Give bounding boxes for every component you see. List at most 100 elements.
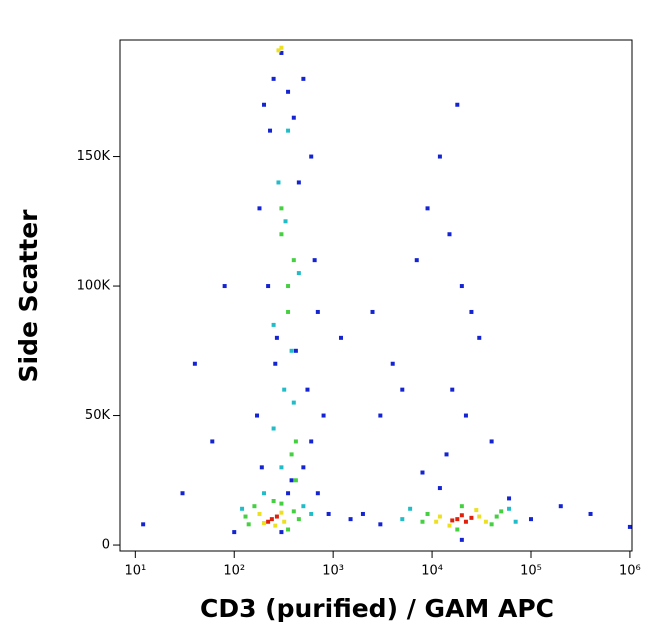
data-point — [507, 506, 512, 511]
x-tick-label: 10⁵ — [520, 564, 542, 579]
data-point — [437, 486, 442, 491]
data-point — [291, 115, 296, 120]
data-point — [455, 517, 460, 522]
data-point — [271, 76, 276, 81]
y-tick-label: 100K — [77, 279, 111, 294]
data-point — [273, 523, 278, 528]
data-point — [420, 470, 425, 475]
data-point — [459, 537, 464, 542]
data-point — [477, 514, 482, 519]
data-point — [301, 504, 306, 509]
data-point — [450, 387, 455, 392]
data-point — [273, 361, 278, 366]
data-point — [455, 102, 460, 107]
data-point — [286, 309, 291, 314]
data-point — [279, 510, 284, 515]
data-point — [291, 258, 296, 263]
data-point — [483, 519, 488, 524]
data-point — [283, 219, 288, 224]
data-point — [437, 514, 442, 519]
data-point — [252, 504, 257, 509]
data-point — [279, 232, 284, 237]
data-point — [296, 517, 301, 522]
data-point — [279, 501, 284, 506]
data-point — [291, 400, 296, 405]
data-point — [459, 513, 464, 518]
data-point — [293, 439, 298, 444]
data-point — [513, 519, 518, 524]
data-point — [305, 387, 310, 392]
data-point — [289, 452, 294, 457]
data-point — [370, 309, 375, 314]
data-point — [408, 506, 413, 511]
data-point — [222, 284, 227, 289]
x-tick-label: 10⁴ — [421, 564, 443, 579]
data-point — [282, 387, 287, 392]
y-tick-label: 150K — [77, 149, 111, 164]
data-point — [309, 439, 314, 444]
data-point — [326, 511, 331, 516]
data-point — [262, 521, 267, 526]
data-point — [425, 511, 430, 516]
data-point — [279, 530, 284, 535]
data-point — [291, 509, 296, 514]
data-point — [286, 89, 291, 94]
data-point — [400, 517, 405, 522]
data-point — [489, 522, 494, 527]
data-point — [276, 48, 281, 53]
data-point — [348, 517, 353, 522]
data-point — [259, 465, 264, 470]
data-point — [390, 361, 395, 366]
data-point — [455, 527, 460, 532]
data-point — [450, 518, 455, 523]
data-point — [528, 517, 533, 522]
data-point — [296, 180, 301, 185]
data-point — [279, 45, 284, 50]
data-point — [276, 180, 281, 185]
data-point — [266, 519, 271, 524]
data-point — [469, 515, 474, 520]
data-point — [257, 206, 262, 211]
data-point — [425, 206, 430, 211]
data-point — [447, 232, 452, 237]
data-point — [447, 523, 452, 528]
data-point — [588, 511, 593, 516]
data-point — [309, 154, 314, 159]
data-point — [286, 527, 291, 532]
data-point — [378, 413, 383, 418]
data-point — [279, 50, 284, 55]
data-point — [268, 128, 273, 133]
x-axis-label: CD3 (purified) / GAM APC — [200, 594, 554, 623]
data-point — [469, 309, 474, 314]
data-point — [489, 439, 494, 444]
data-point — [477, 335, 482, 340]
data-point — [293, 348, 298, 353]
y-tick-label: 0 — [102, 538, 110, 553]
data-point — [240, 506, 245, 511]
data-point — [257, 511, 262, 516]
data-point — [269, 517, 274, 522]
data-point — [246, 522, 251, 527]
data-point — [420, 519, 425, 524]
data-point — [243, 514, 248, 519]
data-point — [180, 491, 185, 496]
data-point — [271, 426, 276, 431]
data-point — [210, 439, 215, 444]
data-point — [192, 361, 197, 366]
data-point — [301, 465, 306, 470]
data-point — [378, 522, 383, 527]
data-point — [360, 511, 365, 516]
data-point — [459, 504, 464, 509]
data-point — [474, 508, 479, 513]
data-point — [400, 387, 405, 392]
data-point — [286, 128, 291, 133]
data-point — [232, 530, 237, 535]
data-point — [338, 335, 343, 340]
data-point — [271, 499, 276, 504]
data-point — [293, 478, 298, 483]
data-point — [289, 478, 294, 483]
data-point — [627, 524, 632, 529]
data-point — [414, 258, 419, 263]
data-point — [459, 284, 464, 289]
